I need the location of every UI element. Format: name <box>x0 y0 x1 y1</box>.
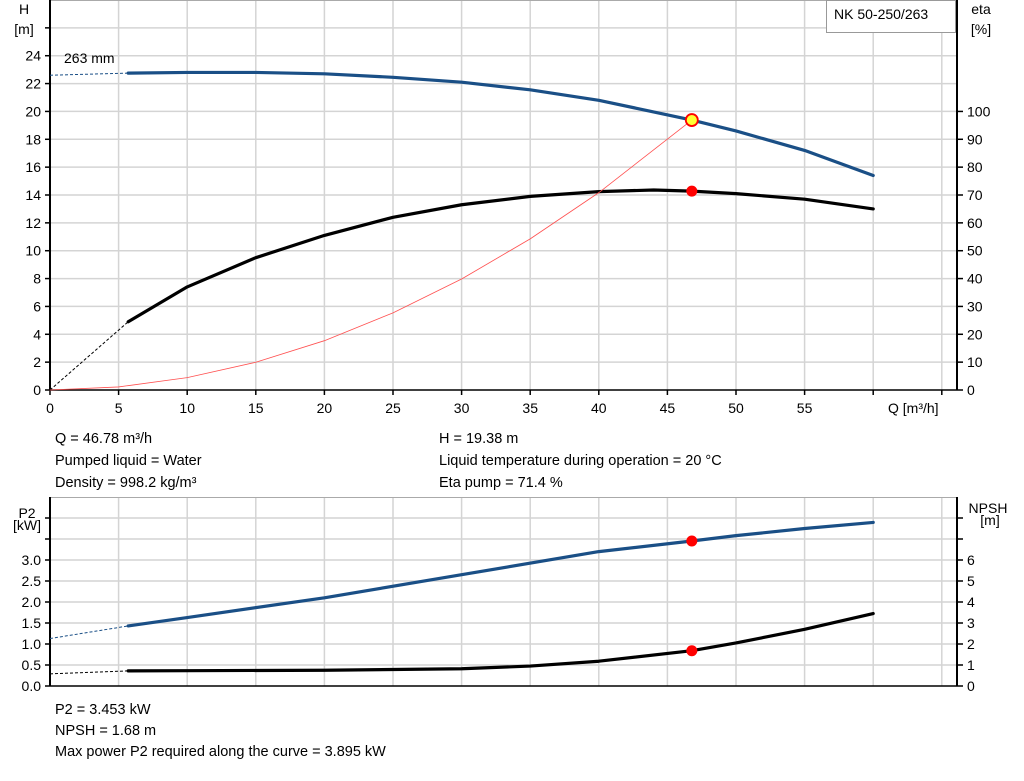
series-extension-npsh <box>49 670 129 675</box>
series-extension-p2 <box>49 625 129 640</box>
duty-point-p2 <box>686 535 698 547</box>
series-line-h <box>126 70 875 178</box>
info-q: Q = 46.78 m³/h <box>55 431 153 447</box>
y-tick-label: 6 <box>33 298 41 314</box>
x-tick-label: 5 <box>115 400 123 416</box>
y-tick-label: 10 <box>25 243 41 259</box>
y-tick-label: 14 <box>25 187 41 203</box>
y2-tick-label: 80 <box>967 159 983 175</box>
y-tick-label: 18 <box>25 131 41 147</box>
info-eta: Eta pump = 71.4 % <box>439 475 563 491</box>
info-p2: P2 = 3.453 kW <box>55 702 151 718</box>
y-axis-unit: [m] <box>14 21 33 37</box>
series-line-eta <box>126 188 875 324</box>
y-tick-label: 24 <box>25 48 41 64</box>
y-tick-label: 0.0 <box>22 678 42 694</box>
x-tick-label: 50 <box>728 400 744 416</box>
duty-point-head <box>684 113 699 127</box>
y2-tick-label: 3 <box>967 615 975 631</box>
y-axis-title: H <box>19 1 29 17</box>
series-line-system-curve <box>49 119 693 391</box>
legend-box <box>826 0 956 33</box>
x-tick-label: 30 <box>454 400 470 416</box>
y-tick-label: 0.5 <box>22 657 42 673</box>
y-tick-label: 20 <box>25 103 41 119</box>
y2-axis-unit: [m] <box>980 512 999 528</box>
info-temperature: Liquid temperature during operation = 20… <box>439 453 722 469</box>
y2-tick-label: 60 <box>967 215 983 231</box>
y2-tick-label: 50 <box>967 243 983 259</box>
duty-point-npsh <box>686 645 698 657</box>
y-tick-label: 3.0 <box>22 552 42 568</box>
y2-tick-label: 40 <box>967 271 983 287</box>
x-tick-label: 10 <box>179 400 195 416</box>
y2-tick-label: 1 <box>967 657 975 673</box>
y2-tick-label: 0 <box>967 678 975 694</box>
y2-tick-label: 4 <box>967 594 975 610</box>
y-tick-label: 1.0 <box>22 636 42 652</box>
y-tick-label: 4 <box>33 326 41 342</box>
y-tick-label: 0 <box>33 382 41 398</box>
y2-tick-label: 10 <box>967 354 983 370</box>
y2-tick-label: 0 <box>967 382 975 398</box>
info-density: Density = 998.2 kg/m³ <box>55 475 197 491</box>
legend-label: NK 50-250/263 <box>834 6 928 22</box>
y-axis-title: P2 <box>18 505 35 521</box>
y2-tick-label: 70 <box>967 187 983 203</box>
series-extension-eta <box>49 321 129 391</box>
info-max-power: Max power P2 required along the curve = … <box>55 744 386 760</box>
y2-tick-label: 20 <box>967 326 983 342</box>
duty-point-eta <box>686 185 698 197</box>
x-tick-label: 15 <box>248 400 264 416</box>
y2-tick-label: 5 <box>967 573 975 589</box>
y-tick-label: 1.5 <box>22 615 42 631</box>
x-tick-label: 25 <box>385 400 401 416</box>
y2-axis-title: eta <box>971 1 991 17</box>
y-tick-label: 16 <box>25 159 41 175</box>
y2-tick-label: 90 <box>967 131 983 147</box>
x-tick-label: 55 <box>797 400 813 416</box>
y-axis-unit: [kW] <box>13 517 41 533</box>
x-tick-label: 20 <box>317 400 333 416</box>
x-tick-label: 40 <box>591 400 607 416</box>
y2-tick-label: 100 <box>967 103 991 119</box>
x-tick-label: 0 <box>46 400 54 416</box>
y2-tick-label: 6 <box>967 552 975 568</box>
x-axis-title: Q [m³/h] <box>888 400 939 416</box>
x-tick-label: 45 <box>660 400 676 416</box>
series-extension-h <box>49 72 129 76</box>
series-line-npsh <box>126 611 875 673</box>
x-tick-label: 35 <box>522 400 538 416</box>
y2-axis-title: NPSH <box>969 500 1008 516</box>
y-tick-label: 8 <box>33 271 41 287</box>
y-tick-label: 2.5 <box>22 573 42 589</box>
series-line-p2 <box>126 520 875 628</box>
y-tick-label: 2.0 <box>22 594 42 610</box>
y2-tick-label: 2 <box>967 636 975 652</box>
curve-annotation: 263 mm <box>64 50 115 66</box>
y-tick-label: 2 <box>33 354 41 370</box>
y-tick-label: 12 <box>25 215 41 231</box>
info-npsh: NPSH = 1.68 m <box>55 723 157 739</box>
info-liquid: Pumped liquid = Water <box>55 453 202 469</box>
y2-axis-unit: [%] <box>971 21 991 37</box>
info-h: H = 19.38 m <box>439 431 519 447</box>
y-tick-label: 22 <box>25 76 41 92</box>
y2-tick-label: 30 <box>967 298 983 314</box>
